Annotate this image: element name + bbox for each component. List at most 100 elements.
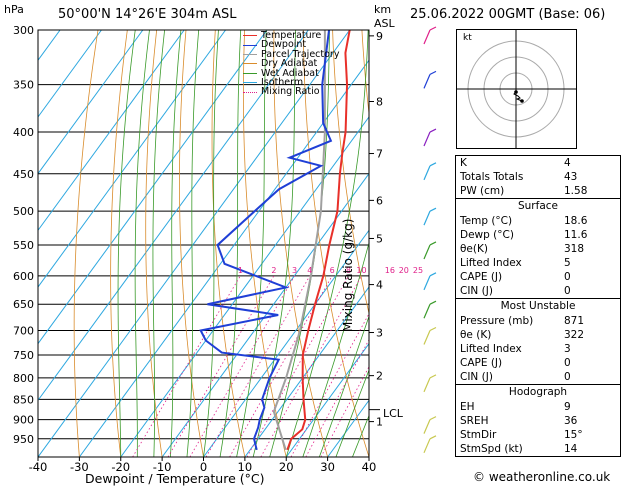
km-tick-label: 1: [376, 416, 383, 429]
panel-row: Lifted Index 3: [456, 342, 620, 356]
pressure-tick-label: 350: [13, 79, 34, 92]
wind-barb: [423, 74, 431, 89]
pressure-tick-label: 750: [13, 349, 34, 362]
panel-row-key: Lifted Index: [460, 343, 522, 355]
km-tick-label: 2: [376, 370, 383, 383]
mixing-ratio-line: [229, 275, 333, 457]
temp-tick-label: 10: [238, 460, 253, 474]
km-label: km: [374, 3, 392, 16]
temp-tick-label: 0: [200, 460, 207, 474]
legend-swatch: [243, 44, 257, 46]
dewpoint-curve: [199, 30, 333, 451]
panel-row-key: θe (K): [460, 329, 492, 341]
pressure-tick-label: 700: [13, 325, 34, 338]
pressure-tick-label: 500: [13, 205, 34, 218]
mixing-ratio-axis-label: Mixing Ratio (g/kg): [341, 218, 355, 332]
indices-panel: K 4 Totals Totals 43 PW (cm) 1.58 Surface Temp…: [455, 155, 621, 457]
wind-barb-flag: [429, 128, 437, 133]
panel-row-key: CIN (J): [460, 371, 493, 383]
panel-row-value: 322: [564, 329, 585, 341]
wet-adiabat: [318, 315, 369, 457]
legend-swatch: [243, 53, 257, 55]
lcl-label: LCL: [383, 407, 403, 420]
legend-item: Isotherm: [243, 77, 339, 87]
wind-barb-flag: [429, 272, 437, 277]
km-tick-label: 3: [376, 327, 383, 340]
legend-item: Wet Adiabat: [243, 68, 339, 78]
wind-barb: [423, 275, 431, 291]
wet-adiabat: [302, 241, 369, 457]
panel-row-value: 4: [564, 157, 571, 169]
wind-barb-flag: [429, 26, 437, 31]
wet-adiabat: [152, 30, 166, 457]
panel-row-value: 0: [564, 271, 571, 283]
panel-row-key: SREH: [460, 415, 489, 427]
wind-barb: [423, 330, 431, 345]
wind-barb-flag: [429, 416, 437, 421]
temp-tick-label: 20: [279, 460, 294, 474]
legend-item: Parcel Trajectory: [243, 49, 339, 59]
panel-row-key: StmSpd (kt): [460, 443, 523, 455]
temp-tick-label: -10: [153, 460, 172, 474]
wind-barb-flag: [429, 374, 437, 379]
isotherm: [38, 30, 102, 118]
panel-row-value: 0: [564, 285, 571, 297]
wind-barb-flag: [429, 435, 437, 440]
pressure-tick-label: 550: [13, 239, 34, 252]
wet-adiabat: [170, 30, 182, 457]
panel-row: CIN (J) 0: [456, 284, 620, 298]
panel-row-value: 15°: [564, 429, 583, 441]
asl-label: ASL: [374, 17, 395, 30]
wet-adiabat: [236, 30, 267, 457]
dry-adiabat: [302, 30, 369, 457]
pressure-tick-label: 600: [13, 270, 34, 283]
legend-label: Temperature: [261, 30, 322, 41]
mixing-ratio-line: [167, 275, 275, 457]
panel-row: Dewp (°C) 11.6: [456, 228, 620, 242]
panel-row-value: 18.6: [564, 215, 588, 227]
wind-barb-flag: [429, 70, 437, 75]
dry-adiabat: [145, 30, 163, 457]
temp-tick-label: -40: [29, 460, 48, 474]
legend: Temperature Dewpoint Parcel Trajectory Dry …: [243, 31, 339, 97]
pressure-tick-label: 900: [13, 414, 34, 427]
panel-row: θe (K) 322: [456, 328, 620, 342]
pressure-tick-label: 450: [13, 168, 34, 181]
parcel-curve: [272, 30, 326, 451]
pressure-tick-label: 400: [13, 126, 34, 139]
wind-barb-flag: [429, 207, 437, 212]
mixing-ratio-label: 8: [346, 266, 351, 275]
x-axis-label: Dewpoint / Temperature (°C): [85, 471, 265, 486]
dry-adiabat: [110, 30, 128, 457]
panel-row: PW (cm) 1.58: [456, 184, 620, 198]
mixing-ratio-line: [246, 275, 349, 457]
panel-row-key: StmDir: [460, 429, 497, 441]
panel-row: Temp (°C) 18.6: [456, 214, 620, 228]
dry-adiabat: [73, 30, 99, 457]
panel-row-value: 36: [564, 415, 578, 427]
wet-adiabat: [335, 368, 369, 457]
wet-adiabat: [269, 30, 330, 457]
hpa-label: hPa: [4, 3, 24, 16]
mixing-ratio-label: 1: [238, 266, 243, 275]
pressure-tick-label: 950: [13, 433, 34, 446]
pressure-tick-label: 800: [13, 372, 34, 385]
wind-barb-flag: [429, 300, 437, 305]
panel-row: SREH 36: [456, 414, 620, 428]
legend-item: Mixing Ratio: [243, 87, 339, 97]
panel-row-key: CAPE (J): [460, 271, 503, 283]
wet-adiabat: [186, 30, 200, 457]
wind-barb: [423, 29, 431, 45]
temp-tick-label: -30: [70, 460, 89, 474]
isotherm: [78, 59, 369, 457]
mixing-ratio-label: 2: [271, 266, 276, 275]
hodograph-section: Hodograph EH 9 SREH 36 StmDir 15° StmSpd (kt) 14: [456, 384, 620, 456]
panel-row: Lifted Index 5: [456, 256, 620, 270]
wind-barb: [423, 210, 431, 226]
panel-row: EH 9: [456, 400, 620, 414]
mixing-ratio-label: 10: [356, 266, 366, 275]
datetime-title: 25.06.2022 00GMT (Base: 06): [410, 7, 606, 22]
isotherm: [244, 286, 369, 457]
panel-row-key: Lifted Index: [460, 257, 522, 269]
